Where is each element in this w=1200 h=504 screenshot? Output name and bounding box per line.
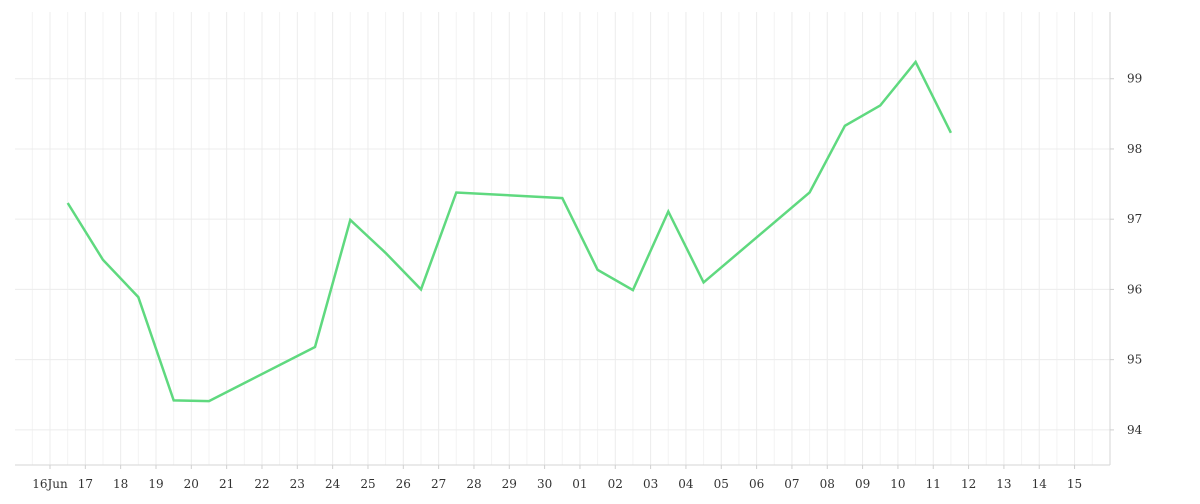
grid-layer <box>15 12 1110 465</box>
x-tick-label: 22 <box>254 477 269 491</box>
x-tick-label: 10 <box>890 477 905 491</box>
y-tick-label: 98 <box>1127 142 1142 156</box>
x-tick-label: 06 <box>749 477 764 491</box>
x-tick-label: 08 <box>820 477 835 491</box>
x-tick-label: 26 <box>396 477 411 491</box>
y-tick-label: 96 <box>1127 282 1142 296</box>
x-tick-label: 27 <box>431 477 446 491</box>
x-tick-label: 30 <box>537 477 552 491</box>
y-tick-label: 95 <box>1127 353 1142 367</box>
x-tick-label: 13 <box>996 477 1011 491</box>
y-tick-label: 97 <box>1127 212 1142 226</box>
x-tick-label: 15 <box>1067 477 1082 491</box>
y-tick-label: 99 <box>1127 72 1142 86</box>
x-tick-label: 25 <box>360 477 375 491</box>
x-tick-label: 01 <box>572 477 587 491</box>
x-tick-label: 24 <box>325 477 341 491</box>
x-tick-label: 11 <box>926 477 941 491</box>
x-tick-label: 21 <box>219 477 234 491</box>
x-tick-label: 07 <box>784 477 799 491</box>
x-tick-label: 19 <box>148 477 163 491</box>
x-tick-label: 12 <box>961 477 976 491</box>
x-tick-label: 14 <box>1032 477 1048 491</box>
y-tick-label: 94 <box>1127 423 1143 437</box>
x-tick-label: 29 <box>502 477 517 491</box>
label-layer: 16Jun 17 18 19 20 21 22 23 24 25 26 27 28 29 30 01 02 03 0… <box>32 72 1142 491</box>
x-tick-label: 17 <box>78 477 93 491</box>
x-tick-label: 04 <box>678 477 694 491</box>
x-tick-label: 05 <box>714 477 729 491</box>
x-tick-label: 18 <box>113 477 128 491</box>
x-tick-label: 28 <box>466 477 481 491</box>
x-tick-label: 03 <box>643 477 658 491</box>
x-tick-label: 16Jun <box>32 477 68 491</box>
x-tick-label: 02 <box>608 477 623 491</box>
x-tick-label: 20 <box>184 477 199 491</box>
x-tick-label: 23 <box>290 477 305 491</box>
x-tick-label: 09 <box>855 477 870 491</box>
